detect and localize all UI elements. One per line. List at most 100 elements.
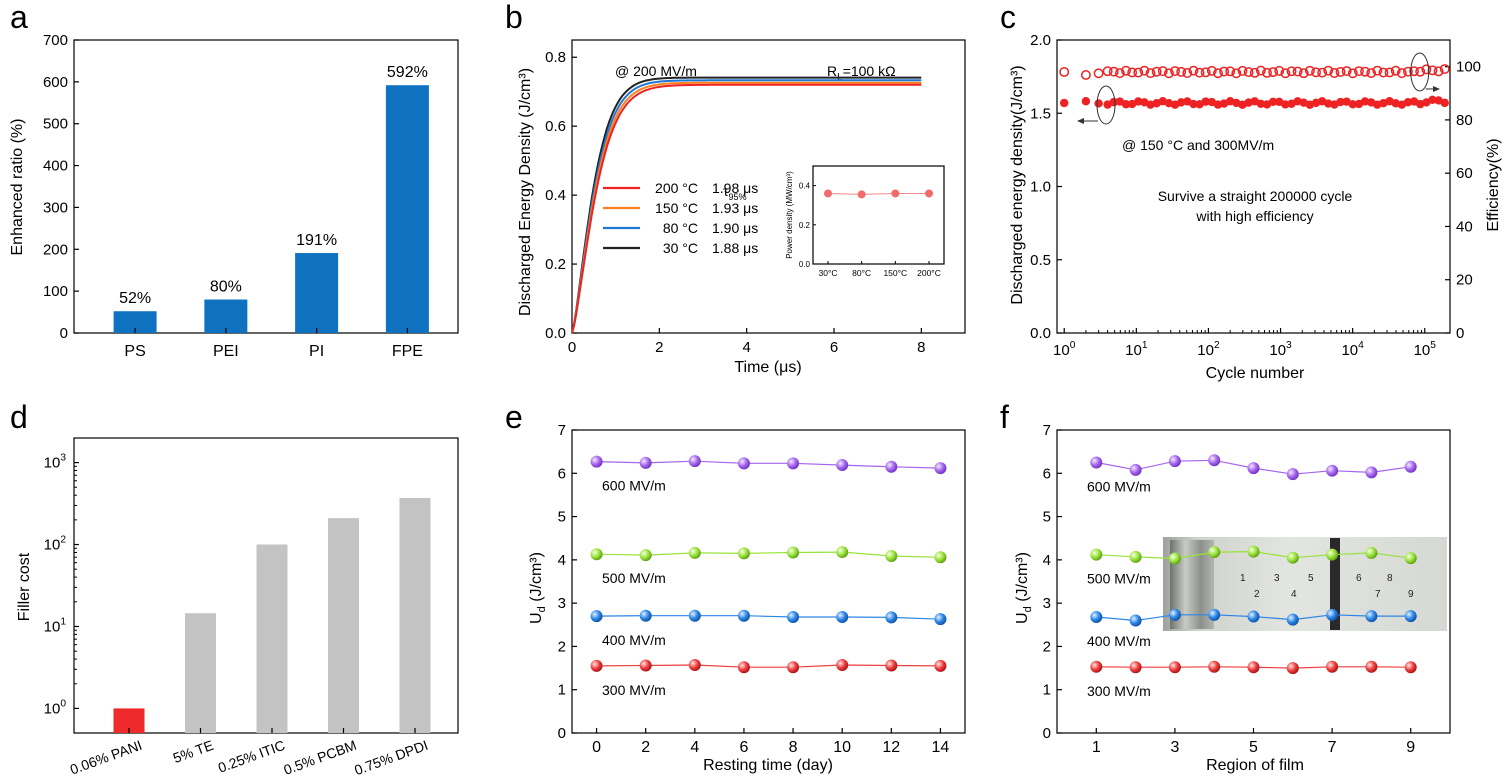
panel-f-point-600 [1326,464,1339,477]
panel-f-point-600 [1090,456,1103,469]
panel-e-ytick-4-label: 4 [558,552,566,569]
panel-f-point-600 [1404,460,1417,473]
panel-f-xtick-3-label: 7 [1328,739,1337,756]
panel-c-efficiency-point [1182,68,1193,78]
panel-c-efficiency-point [1415,66,1426,77]
panel-c-ytick-left-0-label: 0.0 [1030,325,1051,342]
panel-c-efficiency-point [1151,66,1162,77]
panel-b-field-annotation: @ 200 MV/m [615,63,697,79]
panel-c-efficiency-point [1188,65,1199,76]
panel-a-category-pei: PEI [213,343,239,360]
panel-b-ytick-3-label: 0.6 [545,118,566,135]
panel-c-ytick-right-4-label: 80 [1456,112,1473,129]
panel-f-point-300 [1247,661,1260,674]
panel-c-xtick-5-label: 105 [1414,340,1437,359]
panel-e-point-400 [639,609,652,622]
panel-f-series-label-400: 400 MV/m [1087,633,1151,649]
panel-c-efficiency-point [1396,68,1407,79]
panel-f-point-500 [1208,546,1221,559]
panel-c-ytick-left-2-label: 1.0 [1030,179,1051,196]
panel-d-category-pcbm: 0.5% PCBM [281,737,358,776]
panel-b-xlabel: Time (μs) [734,359,801,376]
panel-b-legend-label-200: 200 °C [655,180,698,196]
panel-c-efficiency-point [1347,68,1358,79]
film-photo-region-label-2: 2 [1254,589,1260,600]
panel-c-efficiency-point [1262,67,1272,78]
panel-f-point-500 [1286,551,1299,564]
panel-c-ytick-right-5-label: 100 [1456,59,1481,76]
panel-c-efficiency-point [1298,68,1309,79]
panel-c-efficiency-point [1200,67,1211,78]
panel-e-line-300 [596,664,941,668]
panel-e-ytick-5-label: 5 [558,509,566,526]
panel-b-legend-label-80: 80 °C [663,220,698,236]
panel-f-point-300 [1090,660,1103,673]
panel-c-xlabel: Cycle number [1206,365,1305,382]
panel-b-inset-point-0 [824,189,832,198]
panel-f-ytick-1-label: 1 [1043,682,1051,699]
panel-b-curve-150c [571,81,922,334]
panel-a-ylabel: Enhanced ratio (%) [9,119,26,256]
panel-e-point-600 [934,462,947,475]
panel-b-inset-xtick-3-label: 200°C [917,268,941,278]
panel-c-energy-point [1281,100,1290,109]
panel-a-ytick-5-label: 500 [43,116,68,133]
panel-c-efficiency-point [1059,67,1070,77]
panel-e-series-label-600: 600 MV/m [602,478,666,494]
panel-e-xtick-5-label: 10 [833,739,851,756]
film-photo-region-label-5: 5 [1308,573,1314,584]
panel-b-inset-xtick-0-label: 30°C [819,268,838,278]
panel-f-point-400 [1090,610,1103,623]
panel-c-efficiency-point [1080,70,1091,80]
panel-d-ylabel: Filler cost [16,552,33,621]
panel-c-ytick-left-3-label: 1.5 [1030,105,1051,122]
panel-f-point-500 [1365,546,1378,559]
panel-e-line-500 [596,551,941,558]
panel-d-category-dpdi: 0.75% DPDI [352,737,430,776]
panel-f-ytick-4-label: 4 [1043,552,1051,569]
panel-c-condition-annotation: @ 150 °C and 300MV/m [1122,137,1274,153]
panel-e-point-400 [688,609,701,622]
panel-e-point-600 [787,457,800,470]
panel-b-ytick-4-label: 0.8 [545,49,566,66]
panel-f-ytick-0-label: 0 [1043,725,1051,742]
panel-f-point-300 [1129,661,1142,674]
panel-a-ytick-4-label: 400 [43,158,68,175]
panel-c-efficiency-point [1121,65,1131,76]
panel-c-cycling-chart: Discharged energy density(J/cm³) Efficie… [1009,32,1502,382]
panel-f-series-label-300: 300 MV/m [1087,683,1151,699]
panel-e-point-500 [639,549,652,562]
panel-c-efficiency-point [1335,66,1346,77]
panel-c-ytick-right-3-label: 60 [1456,165,1473,182]
panel-f-ytick-7-label: 7 [1043,422,1051,439]
panel-e-xtick-7-label: 14 [932,739,950,756]
panel-d-category-pani: 0.06% PANI [68,737,144,776]
panel-a-bar-pi [295,253,339,333]
panel-a-category-ps: PS [124,343,145,360]
panel-e-xlabel: Resting time (day) [703,757,833,774]
panel-c-efficiency-point [1255,65,1266,76]
panel-e-axes-frame [571,429,966,734]
panel-d-bar-dpdi [399,497,431,733]
panel-c-efficiency-point [1139,65,1150,76]
panel-c-efficiency-point [1102,66,1113,77]
panel-c-efficiency-point [1353,66,1364,77]
panel-a-enhanced-ratio-chart: Enhanced ratio (%) 0 100 200 300 400 500 600 70… [9,32,459,360]
panel-c-efficiency-point [1384,67,1395,78]
film-photo-ruler [1330,538,1340,630]
panel-c-efficiency-point [1274,65,1285,76]
panel-e-point-500 [934,551,947,564]
panel-c-efficiency-point [1403,66,1413,77]
panel-c-efficiency-point [1409,66,1420,77]
panel-f-ytick-2-label: 2 [1043,638,1051,655]
panel-c-efficiency-point [1145,68,1156,79]
panel-c-energy-point [1060,98,1069,108]
panel-c-efficiency-point [1243,67,1254,78]
panel-a-bar-pei [204,299,248,333]
panel-e-point-300 [639,659,652,672]
panel-f-series-label-500: 500 MV/m [1087,571,1151,587]
panel-c-ytick-right-2-label: 40 [1456,218,1473,235]
panel-c-energy-arrow-head [1077,117,1084,124]
